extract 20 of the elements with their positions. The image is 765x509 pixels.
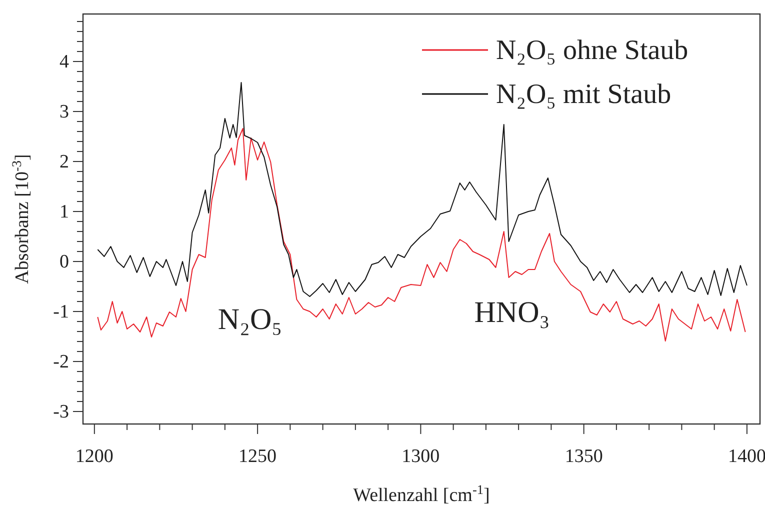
x-tick-label: 1200 xyxy=(75,446,114,467)
x-tick-label: 1250 xyxy=(238,446,277,467)
y-tick-label: -2 xyxy=(53,352,69,372)
x-tick-label: 1350 xyxy=(564,446,603,467)
line-series xyxy=(97,128,746,342)
x-tick-label: 1400 xyxy=(728,446,765,467)
y-tick-label: -3 xyxy=(53,402,69,422)
annotation: HNO₃ xyxy=(474,296,550,329)
y-tick-label: 3 xyxy=(60,102,69,122)
legend-label: N₂O₅ ohne Staub xyxy=(496,35,688,66)
y-tick-label: 1 xyxy=(60,202,69,222)
annotation: N₂O₅ xyxy=(218,303,282,336)
x-axis-title: Wellenzahl [cm$^{-1}$] xyxy=(353,482,490,506)
legend-label: N₂O₅ mit Staub xyxy=(496,79,672,110)
y-tick-label: 4 xyxy=(60,52,70,72)
line-series xyxy=(97,82,748,297)
y-tick-label: 2 xyxy=(60,152,69,172)
y-tick-label: -1 xyxy=(53,302,69,322)
x-tick-label: 1300 xyxy=(402,446,440,467)
y-tick-label: 0 xyxy=(60,252,69,272)
